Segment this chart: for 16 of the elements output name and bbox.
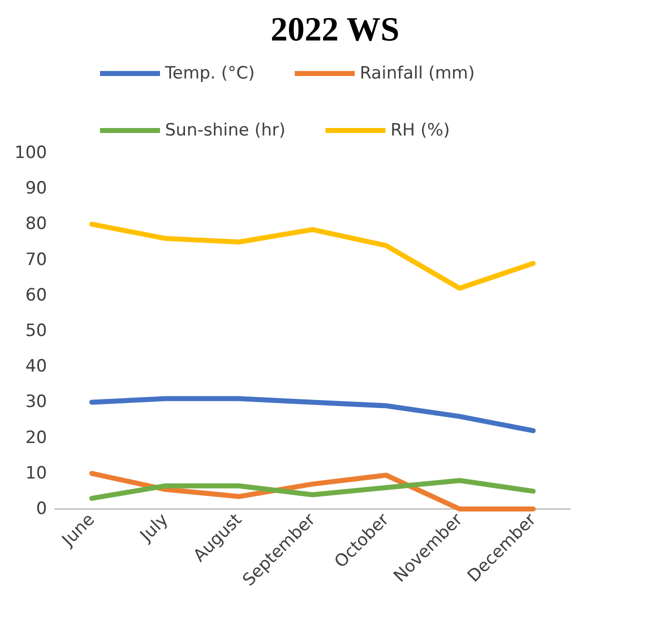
legend-label: Sun-shine (hr) (165, 120, 286, 140)
y-tick-label: 40 (25, 356, 47, 377)
y-tick-label: 30 (25, 392, 47, 412)
y-tick-label: 0 (36, 499, 47, 519)
y-tick-label: 20 (25, 428, 47, 448)
y-tick-label: 10 (25, 463, 47, 484)
y-tick-label: 90 (25, 178, 47, 199)
y-tick-label: 100 (14, 143, 47, 163)
y-tick-label: 70 (25, 250, 47, 270)
y-tick-label: 50 (25, 321, 47, 341)
legend-label: RH (%) (390, 120, 450, 140)
legend-label: Rainfall (mm) (360, 64, 475, 84)
chart-title: 2022 WS (270, 12, 400, 48)
legend-label: Temp. (°C) (164, 64, 255, 84)
y-tick-label: 80 (25, 214, 47, 234)
y-tick-label: 60 (25, 285, 47, 306)
